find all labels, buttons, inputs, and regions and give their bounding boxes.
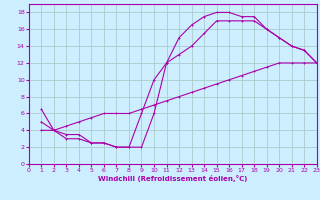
X-axis label: Windchill (Refroidissement éolien,°C): Windchill (Refroidissement éolien,°C) xyxy=(98,175,247,182)
